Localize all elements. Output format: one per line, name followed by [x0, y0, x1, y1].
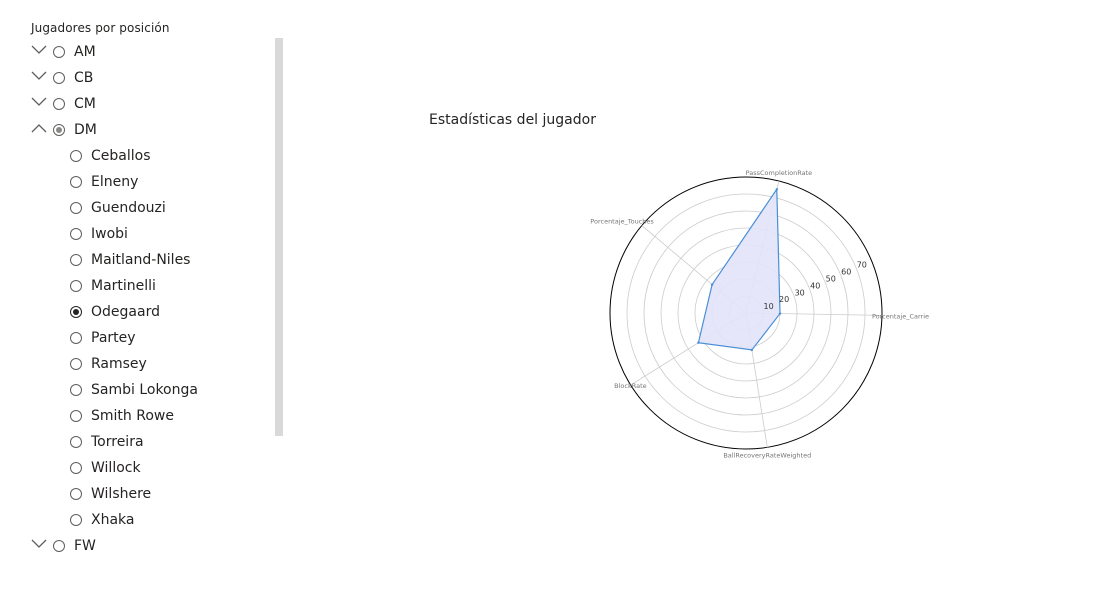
slicer-item-label: Sambi Lokonga [91, 382, 198, 398]
radio-button[interactable] [53, 98, 65, 110]
slicer-title: Jugadores por posición [31, 21, 170, 35]
radar-chart: 10 20 30 40 50 60 70 PassCompletionRate Porcenta… [590, 169, 929, 459]
slicer-item-label: Xhaka [91, 512, 135, 528]
radial-tick-label: 40 [810, 281, 820, 290]
radial-tick-label: 30 [795, 288, 805, 297]
slicer-group-am[interactable]: AM [31, 39, 96, 65]
slicer-item-torreira[interactable]: Torreira [70, 429, 144, 455]
grid-circle [643, 210, 849, 416]
radio-button[interactable] [70, 384, 82, 396]
slicer-item-odegaard[interactable]: Odegaard [70, 299, 160, 325]
axis-label: Porcentaje_Touches [590, 218, 654, 226]
chart-title: Estadísticas del jugador [429, 112, 596, 128]
radio-button[interactable] [70, 254, 82, 266]
slicer-item-sambi-lokonga[interactable]: Sambi Lokonga [70, 377, 198, 403]
axis-label: BallRecoveryRateWeighted [723, 451, 811, 459]
data-point [697, 341, 700, 344]
radial-tick-label: 10 [764, 302, 774, 311]
slicer-item-label: AM [74, 44, 96, 60]
slicer-item-label: CB [74, 70, 94, 86]
axis-label: PassCompletionRate [746, 169, 813, 177]
radio-button[interactable] [53, 124, 65, 136]
slicer-item-label: Guendouzi [91, 200, 166, 216]
radio-button[interactable] [70, 462, 82, 474]
slicer-scrollbar[interactable] [275, 38, 283, 436]
slicer-item-label: Iwobi [91, 226, 128, 242]
grid-circle [626, 193, 866, 433]
radial-tick-label: 20 [779, 295, 789, 304]
slicer-item-label: Wilshere [91, 486, 152, 502]
data-point [775, 188, 779, 191]
slicer-item-label: Torreira [91, 434, 144, 450]
slicer-item-label: Odegaard [91, 304, 160, 320]
radio-button[interactable] [70, 436, 82, 448]
radial-tick-label: 60 [841, 268, 851, 277]
chevron-down-icon[interactable] [31, 45, 47, 59]
slicer-item-label: Ceballos [91, 148, 151, 164]
outer-circle [609, 176, 883, 450]
axis-label: Porcentaje_Carrie [872, 312, 929, 320]
data-series-polygon [697, 187, 781, 351]
data-point [778, 312, 782, 315]
slicer-item-xhaka[interactable]: Xhaka [70, 507, 134, 533]
radio-button[interactable] [70, 176, 82, 188]
radio-button[interactable] [70, 488, 82, 500]
slicer-group-cb[interactable]: CB [31, 65, 93, 91]
slicer-group-fw[interactable]: FW [31, 533, 96, 559]
radio-button[interactable] [53, 72, 65, 84]
slicer-item-elneny[interactable]: Elneny [70, 169, 138, 195]
slicer-group-cm[interactable]: CM [31, 91, 96, 117]
radio-button[interactable] [70, 150, 82, 162]
radial-tick-label: 50 [826, 274, 836, 283]
slicer-item-label: Elneny [91, 174, 139, 190]
slicer-item-label: CM [74, 96, 96, 112]
slicer-item-label: DM [74, 122, 97, 138]
radio-button[interactable] [70, 514, 82, 526]
slicer-item-label: Willock [91, 460, 141, 476]
radio-button[interactable] [70, 280, 82, 292]
radial-tick-label: 70 [857, 261, 867, 270]
slicer-group-dm[interactable]: DM [31, 117, 97, 143]
slicer-list: AM CB CM DM Ceballos Elneny Guendouzi Iwobi Mait… [0, 39, 272, 567]
radio-button[interactable] [70, 332, 82, 344]
slicer-item-label: Maitland-Niles [91, 252, 191, 268]
slicer-item-iwobi[interactable]: Iwobi [70, 221, 128, 247]
axis-label: BlockRate [614, 382, 646, 390]
radio-button[interactable] [70, 358, 82, 370]
radio-button[interactable] [70, 410, 82, 422]
slicer-item-guendouzi[interactable]: Guendouzi [70, 195, 166, 221]
radio-button[interactable] [53, 46, 65, 58]
slicer-item-wilshere[interactable]: Wilshere [70, 481, 151, 507]
slicer-item-label: FW [74, 538, 96, 554]
radio-button[interactable] [70, 306, 82, 318]
radio-button[interactable] [53, 540, 65, 552]
chevron-up-icon[interactable] [31, 123, 47, 137]
slicer-item-label: Ramsey [91, 356, 147, 372]
chevron-down-icon[interactable] [31, 539, 47, 553]
slicer-item-partey[interactable]: Partey [70, 325, 136, 351]
slicer-item-label: Martinelli [91, 278, 156, 294]
chevron-down-icon[interactable] [31, 71, 47, 85]
data-point [710, 283, 714, 286]
slicer-item-maitland-niles[interactable]: Maitland-Niles [70, 247, 190, 273]
slicer-item-willock[interactable]: Willock [70, 455, 141, 481]
slicer-item-ramsey[interactable]: Ramsey [70, 351, 147, 377]
radio-button[interactable] [70, 202, 82, 214]
slicer-item-martinelli[interactable]: Martinelli [70, 273, 156, 299]
slicer-item-smith-rowe[interactable]: Smith Rowe [70, 403, 174, 429]
chevron-down-icon[interactable] [31, 97, 47, 111]
position-slicer: Jugadores por posición AM CB CM DM Ceballos E… [0, 0, 290, 606]
slicer-item-label: Partey [91, 330, 136, 346]
slicer-item-ceballos[interactable]: Ceballos [70, 143, 151, 169]
data-point [750, 348, 754, 352]
grid-circle [660, 227, 832, 399]
slicer-item-label: Smith Rowe [91, 408, 174, 424]
radio-button[interactable] [70, 228, 82, 240]
